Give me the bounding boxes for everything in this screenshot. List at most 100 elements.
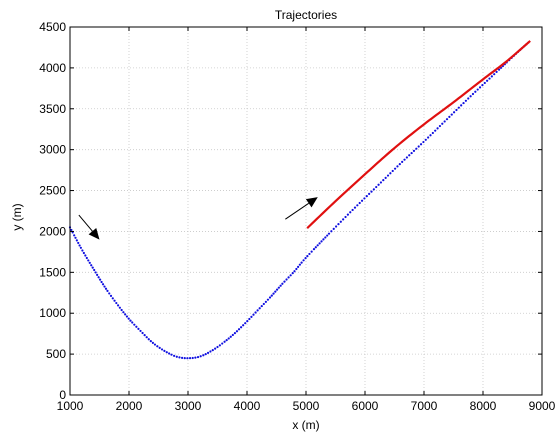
trajectory-dot xyxy=(186,357,189,360)
trajectory-dot xyxy=(143,334,146,337)
trajectory-dot xyxy=(158,346,161,350)
trajectory-dot xyxy=(300,261,303,264)
trajectory-dot xyxy=(410,151,413,155)
trajectory-dot xyxy=(422,140,425,144)
trajectory-dot xyxy=(471,92,475,96)
trajectory-dot xyxy=(302,259,305,262)
trajectory-dot xyxy=(295,267,298,271)
trajectory-dot xyxy=(382,179,385,182)
trajectory-dot xyxy=(100,280,103,284)
trajectory-dot xyxy=(260,304,263,308)
trajectory-dot xyxy=(202,354,205,357)
trajectory-dot xyxy=(334,225,338,228)
trajectory-dot xyxy=(250,315,253,318)
trajectory-dot xyxy=(403,158,406,161)
trajectory-dot xyxy=(497,68,501,71)
trajectory-dot xyxy=(349,211,352,214)
trajectory-dot xyxy=(170,353,173,356)
trajectory-dot xyxy=(467,97,470,100)
trajectory-dot xyxy=(337,222,340,226)
trajectory-dot xyxy=(408,154,411,157)
trajectory-dot xyxy=(320,240,323,243)
trajectory-dot xyxy=(268,296,272,299)
trajectory-dot xyxy=(488,77,491,80)
trajectory-dot xyxy=(384,176,387,179)
trajectory-dot xyxy=(339,220,342,223)
trajectory-dot xyxy=(173,354,176,357)
trajectory-dot xyxy=(389,172,392,175)
trajectory-dot xyxy=(342,218,345,221)
trajectory-dot xyxy=(481,84,484,87)
trajectory-dot xyxy=(137,327,140,330)
trajectory-dot xyxy=(377,183,380,186)
trajectory-dot xyxy=(199,355,202,358)
y-tick-label: 500 xyxy=(46,347,66,361)
trajectory-dot xyxy=(129,319,132,322)
trajectory-dot xyxy=(429,134,432,137)
trajectory-dot xyxy=(94,271,97,274)
trajectory-dot xyxy=(441,122,444,125)
trajectory-dot xyxy=(308,252,311,256)
arrow-head xyxy=(305,197,318,208)
trajectory-dot xyxy=(120,308,123,312)
trajectory-dot xyxy=(483,81,486,85)
trajectory-dot xyxy=(434,129,437,132)
trajectory-dot xyxy=(78,244,81,247)
y-tick-label: 2000 xyxy=(39,224,66,238)
trajectory-dot xyxy=(181,356,184,359)
trajectory-dot xyxy=(101,283,105,286)
trajectory-dot xyxy=(244,322,247,325)
y-tick-label: 1500 xyxy=(39,265,66,279)
trajectory-dot xyxy=(79,246,82,249)
trajectory-dot xyxy=(118,306,121,309)
trajectory-dot xyxy=(93,268,96,272)
trajectory-dot xyxy=(135,325,138,328)
trajectory-dot xyxy=(178,356,181,359)
trajectory-dot xyxy=(84,254,87,257)
trajectory-dot xyxy=(229,335,232,338)
trajectory-dot xyxy=(412,149,416,152)
y-tick-label: 1000 xyxy=(39,306,66,320)
trajectory-dot xyxy=(103,285,106,288)
x-tick-label: 8000 xyxy=(470,399,497,413)
trajectory-dot xyxy=(427,136,430,139)
trajectory-dot xyxy=(310,250,313,253)
trajectory-dot xyxy=(460,104,463,107)
trajectory-dot xyxy=(147,338,150,341)
trajectory-dot xyxy=(375,185,378,189)
trajectory-dot xyxy=(85,256,88,260)
trajectory-dot xyxy=(258,307,261,310)
trajectory-dot xyxy=(252,313,255,316)
trajectory-dot xyxy=(145,336,148,339)
y-tick-label: 0 xyxy=(59,388,66,402)
trajectory-dot xyxy=(318,242,321,245)
trajectory-dot xyxy=(104,287,108,290)
trajectory-dot xyxy=(214,347,217,350)
arrow-shaft xyxy=(78,214,93,232)
trajectory-dot xyxy=(156,345,159,348)
trajectory-dot xyxy=(457,106,460,109)
trajectory-dot xyxy=(141,331,144,335)
trajectory-dot xyxy=(116,304,120,307)
trajectory-dot xyxy=(401,160,404,163)
trajectory-dot xyxy=(285,278,288,281)
trajectory-dot xyxy=(233,332,237,335)
trajectory-dot xyxy=(254,311,257,314)
trajectory-dot xyxy=(326,234,329,237)
trajectory-dot xyxy=(188,357,192,360)
trajectory-dot xyxy=(490,75,493,78)
trajectory-dot xyxy=(436,127,439,130)
trajectory-dot xyxy=(127,317,130,320)
trajectory-dot xyxy=(237,328,241,331)
trajectory-dot xyxy=(431,131,434,135)
trajectory-dot xyxy=(372,188,375,191)
trajectory-dot xyxy=(363,197,366,200)
trajectory-dot xyxy=(306,255,309,258)
trajectory-dot xyxy=(106,289,109,293)
trajectory-dot xyxy=(464,99,467,102)
trajectory-dot xyxy=(149,340,152,343)
series-layer xyxy=(68,40,531,360)
trajectory-dot xyxy=(246,320,249,323)
trajectory-dot xyxy=(168,352,171,355)
trajectory-dot xyxy=(346,213,349,216)
